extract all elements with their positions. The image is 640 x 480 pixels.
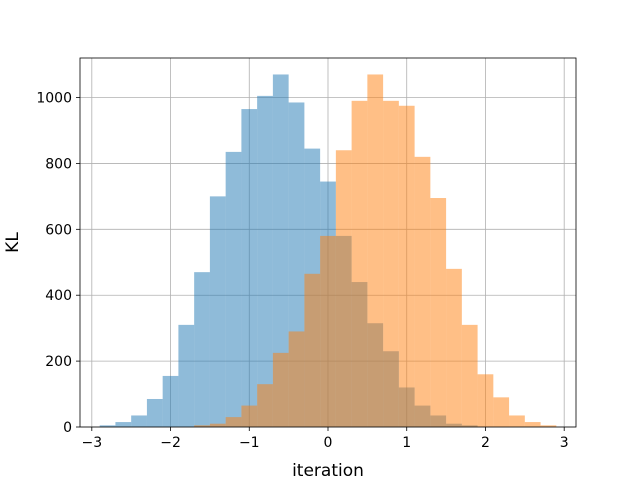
- histogram-bar-series-2: [335, 150, 352, 427]
- histogram-bar-series-1: [162, 375, 179, 427]
- histogram-bars: [99, 74, 557, 428]
- histogram-bar-series-1: [209, 196, 226, 427]
- histogram-bar-series-2: [509, 415, 525, 427]
- histogram-bar-series-1: [241, 109, 258, 428]
- y-tick-label: 800: [45, 156, 72, 172]
- histogram-bar-series-2: [241, 405, 258, 427]
- x-tick-label: −3: [81, 435, 102, 451]
- histogram-bar-series-2: [367, 74, 384, 428]
- histogram-bar-series-2: [461, 324, 478, 427]
- histogram-bar-series-2: [430, 198, 447, 427]
- histogram-bar-series-2: [477, 374, 494, 427]
- x-tick-label: 2: [481, 435, 490, 451]
- histogram-bar-series-1: [194, 272, 210, 427]
- histogram-bar-series-2: [288, 331, 305, 427]
- histogram-bar-series-1: [225, 151, 242, 427]
- histogram-bar-series-2: [272, 352, 289, 427]
- histogram-bar-series-2: [209, 423, 226, 427]
- histogram-bar-series-1: [131, 415, 147, 427]
- x-tick-label: 1: [402, 435, 411, 451]
- x-axis-label: iteration: [292, 461, 364, 480]
- y-tick-label: 1000: [36, 91, 72, 107]
- histogram-bar-series-2: [351, 100, 368, 428]
- histogram-bar-series-2: [257, 384, 273, 427]
- y-tick-label: 400: [45, 288, 72, 304]
- histogram-bar-series-2: [320, 235, 336, 427]
- histogram-bar-series-1: [257, 95, 273, 427]
- histogram-bar-series-1: [99, 425, 116, 427]
- histogram-bar-series-2: [304, 273, 321, 427]
- histogram-bar-series-2: [398, 105, 415, 427]
- axis-ticks: −3 −2 −1 0 1 2 3 0 200 400 600 800 1000: [36, 91, 568, 451]
- histogram-bar-series-2: [194, 425, 210, 427]
- x-tick-label: 3: [560, 435, 569, 451]
- x-tick-label: −1: [239, 435, 260, 451]
- histogram-bar-series-2: [524, 422, 541, 427]
- y-axis-label: KL: [3, 232, 23, 253]
- histogram-bar-series-2: [383, 100, 399, 428]
- histogram-bar-series-2: [446, 268, 462, 427]
- y-tick-label: 600: [45, 222, 72, 238]
- histogram-bar-series-1: [115, 422, 132, 427]
- x-tick-label: 0: [324, 435, 333, 451]
- histogram-bar-series-1: [178, 324, 195, 427]
- x-tick-label: −2: [160, 435, 181, 451]
- y-tick-label: 0: [63, 420, 72, 436]
- histogram-bar-series-1: [146, 398, 163, 427]
- y-tick-label: 200: [45, 354, 72, 370]
- histogram-bar-series-2: [540, 425, 557, 427]
- histogram-bar-series-2: [225, 417, 242, 427]
- histogram-bar-series-1: [272, 74, 289, 428]
- histogram-bar-series-2: [414, 156, 431, 427]
- histogram-bar-series-2: [493, 397, 510, 427]
